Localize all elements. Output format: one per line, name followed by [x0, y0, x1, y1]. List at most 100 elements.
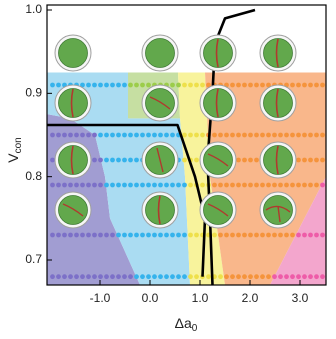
sample-dot [236, 82, 241, 88]
sample-dot [212, 132, 217, 138]
y-tick-label: 0.9 [25, 86, 42, 100]
sample-dot [116, 157, 121, 163]
cell-furrow [207, 153, 229, 167]
x-tick-label: -1.0 [90, 291, 111, 305]
cell-body [203, 88, 233, 118]
cell-furrow [62, 203, 84, 217]
sample-dot [188, 132, 193, 138]
sample-dot [50, 132, 55, 138]
sample-dot [170, 274, 175, 280]
sample-dot [50, 232, 55, 238]
sample-dot [224, 232, 229, 238]
sample-dot [296, 274, 301, 280]
sample-dot [314, 182, 319, 188]
sample-dot [320, 82, 325, 88]
sample-dot [152, 182, 157, 188]
sample-dot [110, 157, 115, 163]
sample-dot [278, 132, 283, 138]
sample-dot [110, 82, 115, 88]
sample-dot [86, 274, 91, 280]
cell-snapshot [259, 34, 297, 72]
sample-dot [200, 82, 205, 88]
sample-dot [56, 132, 61, 138]
sample-dot [302, 232, 307, 238]
sample-dot [194, 274, 199, 280]
sample-dot [134, 132, 139, 138]
cell-snapshot [259, 84, 297, 122]
sample-dot [194, 232, 199, 238]
sample-dot [80, 274, 85, 280]
sample-dot [140, 82, 145, 88]
phase-boundary [47, 123, 207, 277]
cell-body [203, 145, 233, 175]
sample-dot [302, 82, 307, 88]
cell-body [58, 145, 88, 175]
sample-dot [122, 132, 127, 138]
sample-dot [302, 157, 307, 163]
sample-dot [104, 274, 109, 280]
sample-dot [170, 132, 175, 138]
sample-dot [320, 157, 325, 163]
sample-dot [182, 182, 187, 188]
sample-dot [98, 132, 103, 138]
cell-body [58, 38, 88, 68]
sample-dot [122, 82, 127, 88]
cell-furrow [156, 147, 164, 173]
sample-dot [188, 232, 193, 238]
sample-dot [194, 82, 199, 88]
sample-dot [98, 274, 103, 280]
sample-dot [236, 157, 241, 163]
sample-dot [110, 232, 115, 238]
sample-dot [116, 132, 121, 138]
cell-snapshot [141, 191, 179, 229]
sample-dot [290, 132, 295, 138]
cell-snapshot [259, 141, 297, 179]
sample-dot [146, 274, 151, 280]
cell-furrow [70, 88, 74, 118]
sample-dot [272, 274, 277, 280]
sample-dot [176, 274, 181, 280]
sample-dot [242, 182, 247, 188]
sample-dot [320, 232, 325, 238]
sample-dot [80, 82, 85, 88]
sample-dot [104, 232, 109, 238]
sample-dot [260, 82, 265, 88]
sample-dot [128, 232, 133, 238]
sample-dot [68, 232, 73, 238]
sample-dot [140, 182, 145, 188]
cell-snapshot [54, 191, 92, 229]
sample-dot [260, 274, 265, 280]
sample-dot [218, 274, 223, 280]
sample-dot [230, 182, 235, 188]
sample-dot [284, 232, 289, 238]
sample-dot [68, 274, 73, 280]
sample-dot [242, 232, 247, 238]
sample-dot [62, 274, 67, 280]
sample-dot [170, 232, 175, 238]
sample-dot [146, 232, 151, 238]
sample-dot [236, 132, 241, 138]
cell-snapshot [199, 191, 237, 229]
sample-dot [164, 232, 169, 238]
sample-dot [278, 232, 283, 238]
sample-dot [182, 157, 187, 163]
sample-dot [182, 82, 187, 88]
sample-dot [212, 182, 217, 188]
sample-dot [98, 182, 103, 188]
sample-dot [224, 132, 229, 138]
sample-dot [314, 82, 319, 88]
sample-dot [284, 182, 289, 188]
cell-furrow [70, 145, 74, 175]
cell-body [58, 88, 88, 118]
sample-dot [260, 132, 265, 138]
sample-dot [278, 274, 283, 280]
sample-dot [302, 274, 307, 280]
sample-dot [122, 232, 127, 238]
sample-dot [128, 157, 133, 163]
x-label-sub: 0 [192, 323, 198, 334]
cell-furrow [265, 205, 291, 223]
cell-snapshot [141, 141, 179, 179]
sample-dot [80, 132, 85, 138]
sample-dot [110, 274, 115, 280]
sample-dot [290, 232, 295, 238]
